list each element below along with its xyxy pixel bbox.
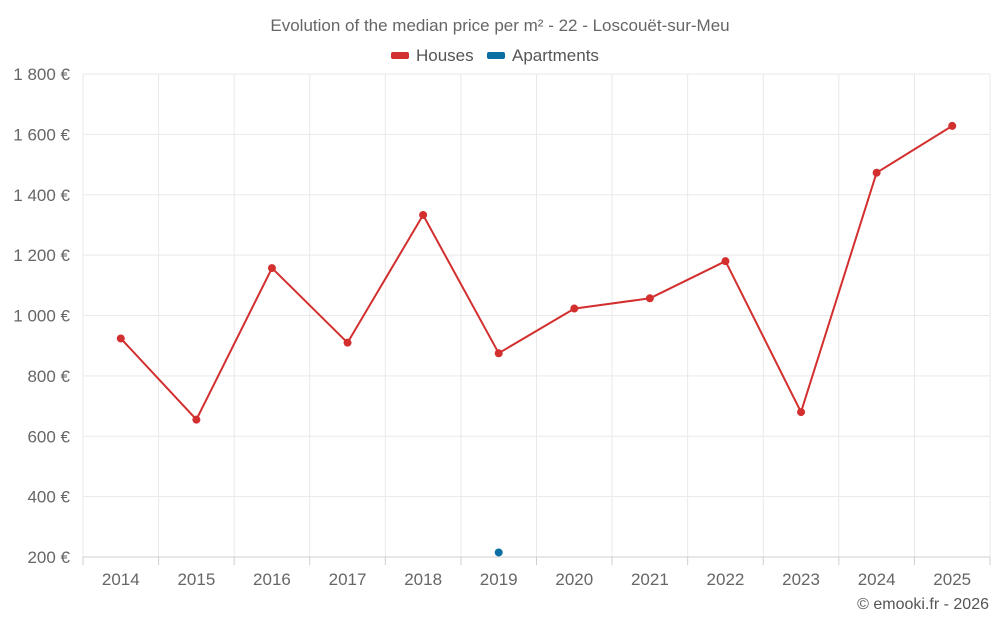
x-tick-label: 2016 [253, 570, 291, 589]
x-tick-label: 2021 [631, 570, 669, 589]
data-point-houses[interactable] [419, 210, 428, 219]
legend-item-houses[interactable]: Houses [391, 46, 474, 65]
data-point-houses[interactable] [948, 121, 957, 130]
legend-swatch [391, 52, 409, 59]
y-tick-label: 800 € [27, 367, 70, 386]
series-layer [116, 121, 957, 557]
x-tick-label: 2018 [404, 570, 442, 589]
x-tick-label: 2025 [933, 570, 971, 589]
data-point-houses[interactable] [343, 338, 352, 347]
grid [82, 73, 991, 557]
y-tick-label: 1 200 € [13, 246, 70, 265]
legend-item-apartments[interactable]: Apartments [487, 46, 599, 65]
data-point-houses[interactable] [872, 168, 881, 177]
data-point-houses[interactable] [192, 415, 201, 424]
data-point-houses[interactable] [570, 304, 579, 313]
x-tick-label: 2024 [858, 570, 896, 589]
legend-label: Houses [416, 46, 474, 65]
data-point-houses[interactable] [494, 349, 503, 358]
x-tick-label: 2022 [707, 570, 745, 589]
data-point-houses[interactable] [645, 294, 654, 303]
data-point-houses[interactable] [116, 334, 125, 343]
data-point-houses[interactable] [267, 264, 276, 273]
y-tick-label: 200 € [27, 548, 70, 567]
legend-swatch [487, 52, 505, 59]
credit-text: © emooki.fr - 2026 [857, 596, 989, 613]
data-point-apartments[interactable] [494, 548, 503, 557]
x-tick-label: 2014 [102, 570, 140, 589]
legend-label: Apartments [512, 46, 599, 65]
series-houses [116, 121, 957, 424]
x-tick-label: 2023 [782, 570, 820, 589]
legend: Houses Apartments [391, 46, 599, 65]
data-point-houses[interactable] [797, 408, 806, 417]
x-tick-label: 2020 [555, 570, 593, 589]
y-tick-label: 1 800 € [13, 65, 70, 84]
x-tick-label: 2017 [329, 570, 367, 589]
y-tick-label: 600 € [27, 427, 70, 446]
x-axis: 2014 2015 2016 2017 2018 2019 2020 2021 2022 2023… [82, 556, 991, 589]
x-tick-label: 2019 [480, 570, 518, 589]
series-line-houses [120, 125, 953, 421]
y-tick-label: 1 000 € [13, 307, 70, 326]
chart-title: Evolution of the median price per m² - 2… [270, 16, 729, 35]
y-tick-label: 1 400 € [13, 186, 70, 205]
y-tick-label: 1 600 € [13, 125, 70, 144]
series-apartments [494, 548, 503, 557]
y-tick-label: 400 € [27, 488, 70, 507]
data-point-houses[interactable] [721, 257, 730, 266]
y-axis: 200 € 400 € 600 € 800 € 1 000 € 1 200 € 1 400 … [13, 65, 70, 567]
x-tick-label: 2015 [177, 570, 215, 589]
